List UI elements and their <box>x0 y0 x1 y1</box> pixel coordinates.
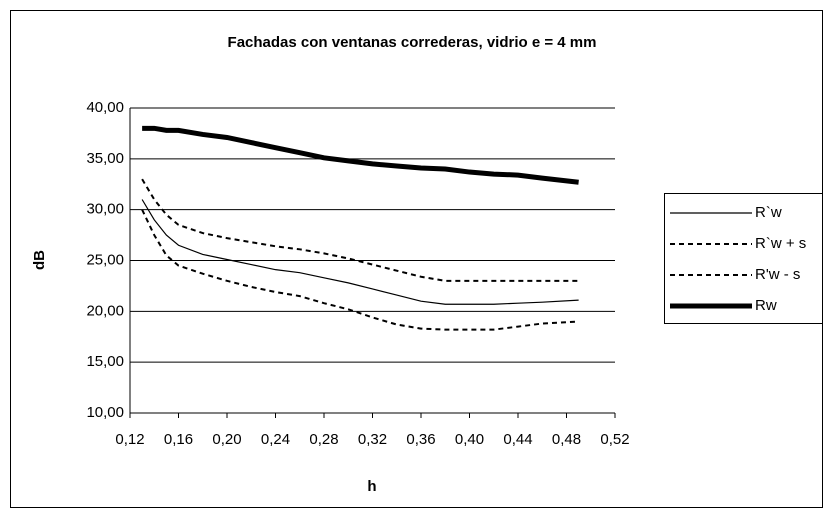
x-tick-label: 0,32 <box>358 431 387 448</box>
legend-label: R`w + s <box>755 235 806 252</box>
series-line <box>141 178 579 282</box>
x-tick-label: 0,48 <box>552 431 581 448</box>
y-axis-label: dB <box>31 250 48 270</box>
x-tick-label: 0,16 <box>164 431 193 448</box>
x-tick-label: 0,20 <box>212 431 241 448</box>
y-tick-label: 35,00 <box>86 150 124 167</box>
y-tick-label: 30,00 <box>86 201 124 218</box>
y-tick-label: 20,00 <box>86 302 124 319</box>
legend <box>664 193 823 324</box>
x-tick-label: 0,24 <box>261 431 290 448</box>
x-tick-label: 0,12 <box>115 431 144 448</box>
x-tick-label: 0,44 <box>503 431 532 448</box>
x-tick-label: 0,52 <box>600 431 629 448</box>
y-tick-label: 10,00 <box>86 404 124 421</box>
series-line <box>142 125 579 185</box>
x-axis-label: h <box>367 478 376 495</box>
legend-label: R`w <box>755 204 782 221</box>
y-tick-label: 40,00 <box>86 99 124 116</box>
x-tick-label: 0,36 <box>406 431 435 448</box>
legend-label: R'w - s <box>755 266 800 283</box>
x-tick-label: 0,40 <box>455 431 484 448</box>
series-line <box>141 209 579 331</box>
series-line <box>141 199 579 305</box>
x-tick-label: 0,28 <box>309 431 338 448</box>
y-tick-label: 15,00 <box>86 353 124 370</box>
y-tick-label: 25,00 <box>86 251 124 268</box>
legend-label: Rw <box>755 297 777 314</box>
chart-title: Fachadas con ventanas correderas, vidrio… <box>228 34 597 51</box>
